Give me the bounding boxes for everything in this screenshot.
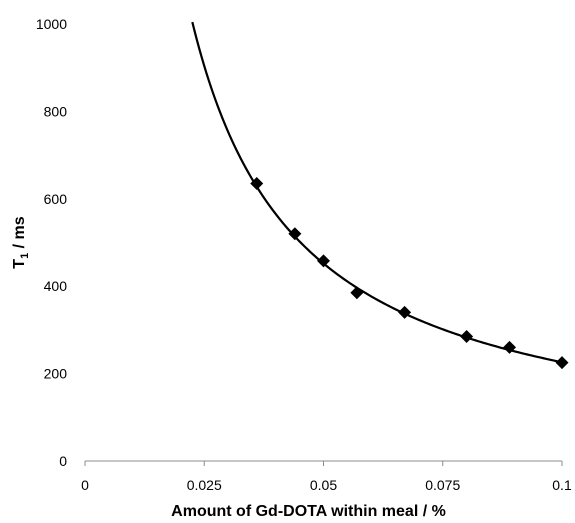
y-axis-ticks: 0 200 400 600 800 1000 xyxy=(36,16,67,469)
y-axis-title-subscript: 1 xyxy=(19,253,31,259)
y-axis-title: T1 / ms xyxy=(11,216,31,268)
data-point-marker xyxy=(350,286,364,300)
y-tick-label: 200 xyxy=(44,366,68,382)
x-tick-label: 0.1 xyxy=(552,477,572,493)
y-tick-label: 1000 xyxy=(36,16,67,32)
x-tick-label: 0 xyxy=(81,477,89,493)
data-point-marker xyxy=(317,254,330,268)
x-axis-title: Amount of Gd-DOTA within meal / % xyxy=(171,503,446,520)
x-tick-label: 0.025 xyxy=(187,477,222,493)
y-tick-label: 400 xyxy=(44,278,68,294)
y-tick-label: 800 xyxy=(44,103,68,119)
data-markers xyxy=(250,177,569,370)
y-tick-label: 600 xyxy=(44,191,68,207)
data-point-marker xyxy=(398,305,412,319)
data-point-marker xyxy=(250,177,264,191)
data-point-marker xyxy=(503,340,517,354)
data-point-marker xyxy=(460,329,474,343)
x-tick-label: 0.05 xyxy=(310,477,337,493)
data-point-marker xyxy=(288,227,302,241)
x-tick-label: 0.075 xyxy=(425,477,460,493)
y-axis-title-unit: / ms xyxy=(11,216,28,253)
fit-curve xyxy=(191,21,563,364)
y-axis-title-main: T xyxy=(11,259,28,269)
data-point-marker xyxy=(555,356,569,370)
x-axis-ticks: 0 0.025 0.05 0.075 0.1 xyxy=(81,461,572,493)
y-tick-label: 0 xyxy=(59,453,67,469)
